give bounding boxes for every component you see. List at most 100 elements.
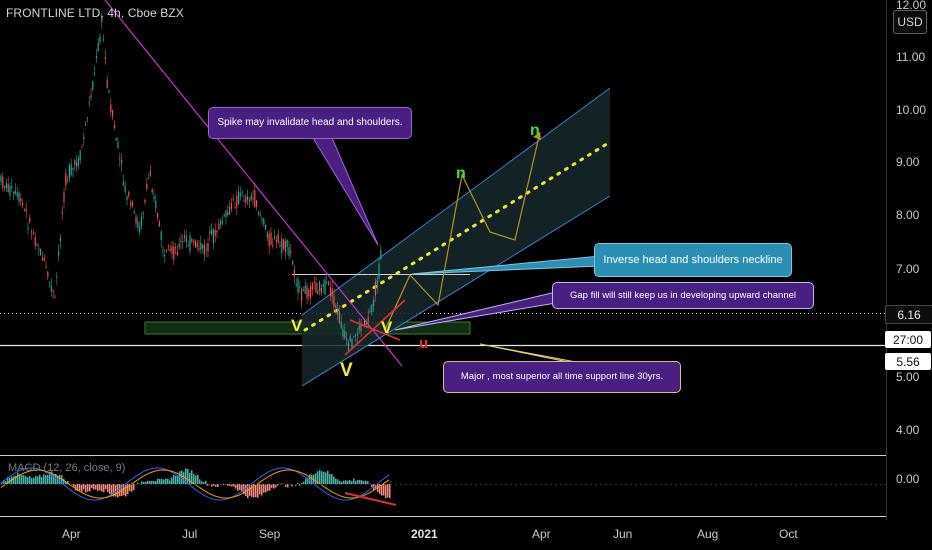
candle-body [355, 335, 357, 337]
candle-body [95, 56, 97, 58]
candle-body [250, 195, 252, 201]
macd-histogram-bar [335, 478, 337, 484]
channel-upper-line[interactable] [301, 87, 611, 316]
candle-body [45, 266, 47, 268]
red-trend-line-b [349, 319, 401, 341]
macd-histogram-bar [81, 484, 83, 492]
macd-histogram-bar [159, 478, 161, 484]
candle-body [77, 158, 79, 167]
candle-body [86, 117, 88, 119]
support-callout[interactable]: Major , most superior all time support l… [443, 361, 681, 393]
time-label-year: 2021 [411, 527, 438, 541]
descending-trendline[interactable] [104, 0, 403, 367]
macd-histogram-bar [305, 478, 307, 484]
macd-histogram-bar [381, 484, 383, 496]
candle-body [131, 201, 133, 207]
candle-body [371, 304, 373, 313]
candle-body [101, 15, 103, 23]
candle-body [301, 288, 303, 302]
candle-body [268, 233, 270, 247]
macd-histogram-bar [23, 475, 25, 484]
macd-histogram-bar [351, 481, 353, 484]
red-trend-line-a [344, 299, 406, 356]
channel-lower-line[interactable] [301, 195, 611, 387]
candle-body [157, 213, 159, 218]
macd-histogram-bar [203, 482, 205, 484]
candle-body [374, 281, 376, 296]
candle-body [72, 167, 74, 170]
candle-body [310, 286, 312, 298]
macd-histogram-bar [155, 481, 157, 484]
candle-body [234, 207, 236, 209]
macd-histogram-bar [241, 484, 243, 492]
candle-body [166, 250, 168, 252]
neckline-callout[interactable]: Inverse head and shoulders neckline [594, 243, 792, 277]
macd-histogram-bar [99, 484, 101, 491]
candle-body [83, 136, 85, 139]
macd-histogram-bar [41, 477, 43, 484]
macd-histogram-bar [65, 482, 67, 484]
candle-body [329, 287, 331, 297]
macd-histogram-bar [107, 484, 109, 493]
macd-histogram-bar [309, 474, 311, 484]
candle-body [65, 173, 67, 186]
macd-histogram-bar [383, 484, 385, 496]
candle-body [104, 57, 106, 59]
macd-histogram-bar [207, 484, 209, 486]
macd-histogram-bar [83, 484, 85, 490]
candle-body [378, 263, 380, 279]
candle-body [169, 248, 171, 251]
candle-body [103, 39, 105, 41]
symbol-title[interactable]: FRONTLINE LTD, 4h, Cboe BZX [6, 6, 184, 20]
macd-histogram-bar [223, 484, 225, 486]
candle-body [119, 157, 121, 159]
macd-histogram-bar [183, 472, 185, 484]
candle-body [212, 229, 214, 243]
macd-histogram-bar [261, 484, 263, 496]
candle-body [67, 179, 69, 181]
macd-histogram-bar [27, 477, 29, 484]
gap-fill-callout[interactable]: Gap fill will still keep us in developin… [552, 282, 814, 309]
candle-body [32, 232, 34, 235]
candle-body [308, 289, 310, 297]
spike-callout[interactable]: Spike may invalidate head and shoulders. [208, 107, 412, 139]
macd-legend[interactable]: MACD (12, 26, close, 9) [8, 462, 126, 474]
macd-histogram-bar [171, 477, 173, 484]
macd-histogram-bar [95, 484, 97, 490]
candle-body [221, 221, 223, 223]
channel-midline[interactable] [303, 140, 612, 332]
macd-histogram-bar [319, 470, 321, 484]
candle-body [180, 240, 182, 242]
candle-body [14, 190, 16, 194]
currency-button[interactable]: USD [893, 10, 927, 34]
candle-body [49, 281, 51, 283]
candle-body [50, 285, 52, 292]
macd-histogram-bar [151, 480, 153, 484]
candle-body [335, 305, 337, 308]
macd-histogram-bar [109, 484, 111, 494]
price-label: 12.00 [896, 0, 927, 12]
candle-body [4, 186, 6, 188]
candle-body [261, 218, 263, 221]
macd-histogram-bar [103, 484, 105, 493]
candle-body [175, 247, 177, 249]
macd-histogram-bar [169, 480, 171, 484]
macd-histogram-bar [79, 484, 81, 491]
macd-histogram-bar [143, 481, 145, 484]
macd-histogram-bar [269, 484, 271, 491]
candle-body [90, 95, 92, 98]
candle-body [2, 176, 4, 189]
macd-histogram-bar [5, 481, 7, 484]
macd-histogram-bar [37, 476, 39, 484]
macd-histogram-bar [217, 484, 219, 487]
macd-histogram-bar [211, 484, 213, 487]
candle-body [223, 214, 225, 216]
macd-histogram-bar [385, 484, 387, 499]
candle-body [115, 138, 117, 141]
candle-body [245, 197, 247, 203]
candle-body [130, 203, 132, 205]
candle-body [182, 241, 184, 243]
candle-body [376, 279, 378, 289]
macd-histogram-bar [157, 478, 159, 484]
